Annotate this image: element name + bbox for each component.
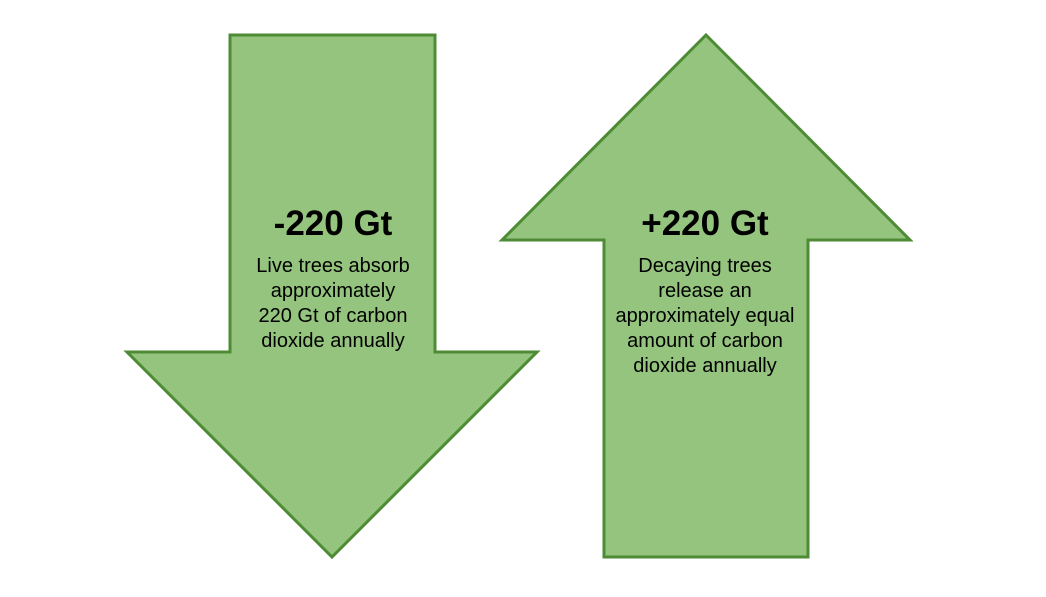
release-description-line: approximately equal bbox=[615, 305, 795, 327]
release-description-line: dioxide annually bbox=[633, 355, 777, 377]
absorption-description-line: dioxide annually bbox=[261, 330, 405, 352]
down-arrow-icon bbox=[123, 33, 541, 560]
absorption-description-line: Live trees absorb bbox=[256, 255, 410, 277]
up-arrow-icon bbox=[498, 32, 914, 559]
release-description: Decaying trees release an approximately … bbox=[605, 254, 805, 379]
absorption-value: -220 Gt bbox=[273, 204, 393, 243]
down-arrow-label: -220 Gt Live trees absorb approximately … bbox=[220, 204, 446, 354]
release-value: +220 Gt bbox=[641, 204, 769, 243]
absorption-description: Live trees absorb approximately 220 Gt o… bbox=[220, 254, 446, 354]
release-description-line: Decaying trees bbox=[638, 255, 772, 277]
release-description-line: release an bbox=[658, 280, 752, 302]
absorption-description-line: approximately bbox=[270, 280, 396, 302]
release-description-line: amount of carbon bbox=[627, 330, 783, 352]
up-arrow-label: +220 Gt Decaying trees release an approx… bbox=[605, 204, 805, 379]
absorption-description-line: 220 Gt of carbon bbox=[258, 305, 408, 327]
